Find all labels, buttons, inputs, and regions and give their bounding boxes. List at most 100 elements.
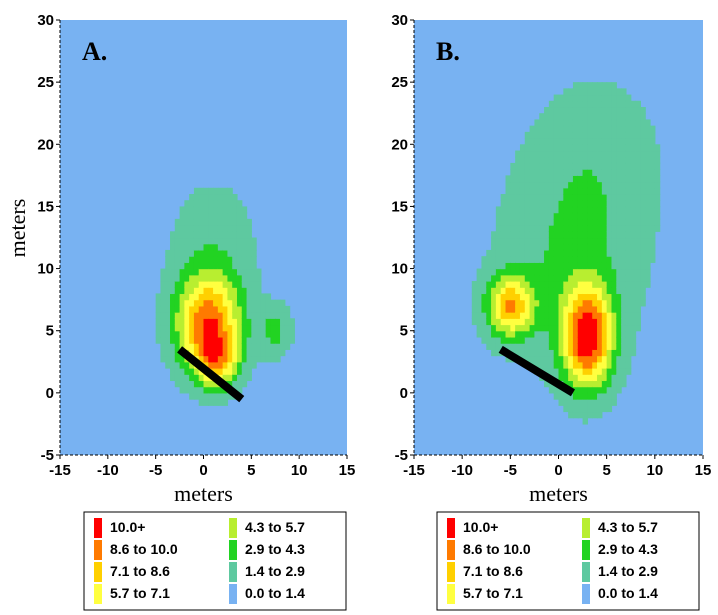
heatmap-cell (539, 156, 545, 164)
heatmap-cell (539, 206, 545, 214)
heatmap-cell (625, 144, 632, 152)
heatmap-cell (203, 206, 209, 214)
heatmap-cell (203, 243, 209, 251)
heatmap-cell (563, 405, 569, 413)
heatmap-cell (189, 380, 195, 388)
heatmap-cell (650, 169, 656, 176)
heatmap-cell (246, 374, 252, 382)
heatmap-cell (495, 262, 502, 270)
heatmap-cell (476, 299, 483, 307)
heatmap-cell (572, 113, 579, 121)
heatmap-cell (232, 380, 238, 388)
heatmap-cell (582, 262, 588, 270)
heatmap-cell (582, 268, 588, 276)
heatmap-cell (510, 169, 516, 176)
legend-swatch (229, 518, 237, 538)
y-tick-label: 25 (391, 74, 408, 91)
heatmap-cell (519, 281, 526, 288)
heatmap-cell (568, 175, 574, 183)
heatmap-cell (510, 268, 516, 276)
heatmap-cell (500, 336, 507, 344)
heatmap-cell (256, 287, 262, 295)
heatmap-cell (577, 312, 584, 319)
heatmap-cell (640, 131, 646, 139)
heatmap-cell (606, 324, 613, 332)
heatmap-cell (616, 212, 622, 220)
heatmap-cell (174, 293, 181, 301)
heatmap-cell (222, 318, 229, 326)
heatmap-cell (193, 225, 200, 232)
heatmap-cell (222, 349, 229, 357)
heatmap-cell (654, 187, 661, 195)
heatmap-cell (645, 206, 651, 214)
heatmap-cell (650, 138, 656, 145)
heatmap-cell (592, 268, 598, 276)
heatmap-cell (611, 187, 617, 195)
heatmap-cell (635, 268, 641, 276)
y-tick-label: 5 (46, 323, 54, 340)
heatmap-cell (630, 162, 637, 170)
heatmap-cell (601, 343, 608, 350)
heatmap-cell (213, 256, 219, 263)
heatmap-cell (165, 268, 171, 276)
heatmap-cell (208, 287, 214, 295)
heatmap-cell (572, 299, 579, 307)
heatmap-cell (630, 169, 637, 176)
x-tick-label: -5 (149, 462, 162, 479)
heatmap-cell (174, 305, 181, 313)
heatmap-cell (524, 243, 531, 251)
heatmap-cell (534, 256, 540, 263)
heatmap-cell (548, 150, 555, 158)
heatmap-cell (563, 169, 569, 176)
heatmap-cell (601, 336, 608, 344)
heatmap-cell (582, 355, 588, 363)
heatmap-cell (529, 324, 536, 332)
heatmap-cell (577, 305, 584, 313)
heatmap-cell (471, 287, 478, 295)
heatmap-cell (227, 318, 233, 326)
heatmap-cell (222, 243, 229, 251)
heatmap-cell (217, 212, 224, 220)
heatmap-cell (232, 268, 238, 276)
heatmap-cell (558, 361, 564, 369)
heatmap-cell (611, 268, 617, 276)
heatmap-cell (471, 281, 478, 288)
heatmap-cell (640, 162, 646, 170)
heatmap-cell (616, 225, 622, 232)
heatmap-cell (563, 100, 569, 108)
legend-label: 7.1 to 8.6 (110, 563, 170, 579)
heatmap-cell (519, 324, 526, 332)
heatmap-cell (592, 82, 598, 89)
heatmap-cell (476, 318, 483, 326)
heatmap-cell (280, 343, 286, 350)
heatmap-cell (621, 156, 627, 164)
heatmap-cell (544, 256, 550, 263)
heatmap-cell (189, 343, 195, 350)
heatmap-cell (572, 162, 579, 170)
heatmap-cell (577, 256, 584, 263)
heatmap-cell (568, 231, 574, 239)
heatmap-cell (587, 131, 593, 139)
heatmap-cell (587, 150, 593, 158)
heatmap-cell (203, 187, 209, 195)
legend-swatch (94, 562, 102, 582)
legend-label: 4.3 to 5.7 (245, 519, 305, 535)
heatmap-cell (270, 324, 276, 332)
heatmap-cell (650, 156, 656, 164)
heatmap-cell (621, 330, 627, 338)
heatmap-cell (246, 361, 252, 369)
heatmap-cell (601, 274, 608, 282)
heatmap-cell (635, 312, 641, 319)
heatmap-cell (160, 287, 166, 295)
heatmap-cell (577, 119, 584, 127)
heatmap-cell (165, 249, 171, 257)
heatmap-cell (616, 131, 622, 139)
heatmap-cell (256, 336, 262, 344)
heatmap-cell (184, 268, 190, 276)
heatmap-cell (198, 318, 205, 326)
heatmap-cell (495, 237, 502, 245)
heatmap-cell (193, 212, 200, 220)
heatmap-cell (592, 218, 598, 226)
heatmap-cell (217, 305, 224, 313)
heatmap-cell (553, 305, 560, 313)
